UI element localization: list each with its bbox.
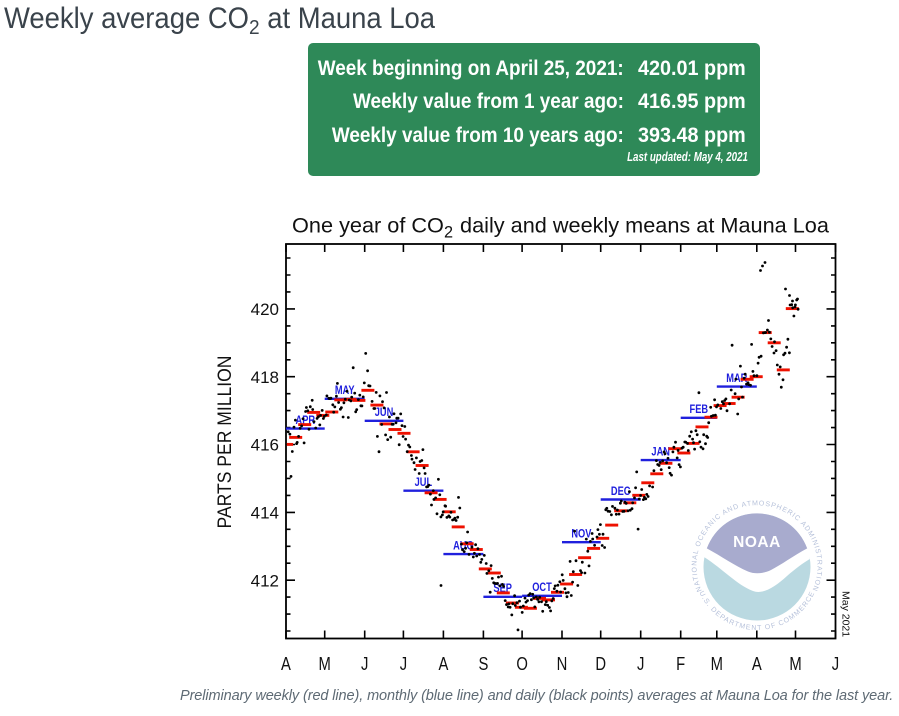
svg-text:DEC: DEC — [611, 485, 631, 499]
svg-text:416: 416 — [251, 436, 279, 455]
svg-text:NOV: NOV — [571, 527, 592, 541]
svg-text:NOAA: NOAA — [733, 534, 781, 551]
svg-text:414: 414 — [251, 504, 279, 523]
svg-text:FEB: FEB — [690, 403, 709, 417]
svg-text:S: S — [478, 653, 488, 674]
svg-text:A: A — [438, 653, 449, 674]
svg-text:418: 418 — [251, 368, 279, 387]
svg-text:420: 420 — [251, 300, 279, 319]
svg-text:J: J — [361, 653, 368, 674]
svg-text:N: N — [557, 653, 568, 674]
svg-text:May 2021: May 2021 — [840, 591, 852, 637]
svg-text:OCT: OCT — [532, 581, 552, 595]
svg-text:M: M — [789, 653, 801, 674]
svg-text:PARTS PER MILLION: PARTS PER MILLION — [213, 356, 235, 529]
svg-text:412: 412 — [251, 571, 279, 590]
svg-text:F: F — [676, 653, 685, 674]
svg-text:O: O — [516, 653, 528, 674]
svg-text:D: D — [595, 653, 606, 674]
svg-text:A: A — [281, 653, 292, 674]
svg-text:J: J — [400, 653, 407, 674]
svg-text:J: J — [637, 653, 644, 674]
svg-text:M: M — [711, 653, 723, 674]
svg-text:JAN: JAN — [651, 445, 670, 459]
svg-text:M: M — [319, 653, 331, 674]
svg-text:A: A — [752, 653, 763, 674]
svg-text:J: J — [832, 653, 839, 674]
svg-text:JUL: JUL — [415, 476, 433, 490]
svg-text:MAY: MAY — [335, 384, 355, 398]
svg-text:One year of CO2 daily and week: One year of CO2 daily and weekly means a… — [292, 213, 830, 242]
